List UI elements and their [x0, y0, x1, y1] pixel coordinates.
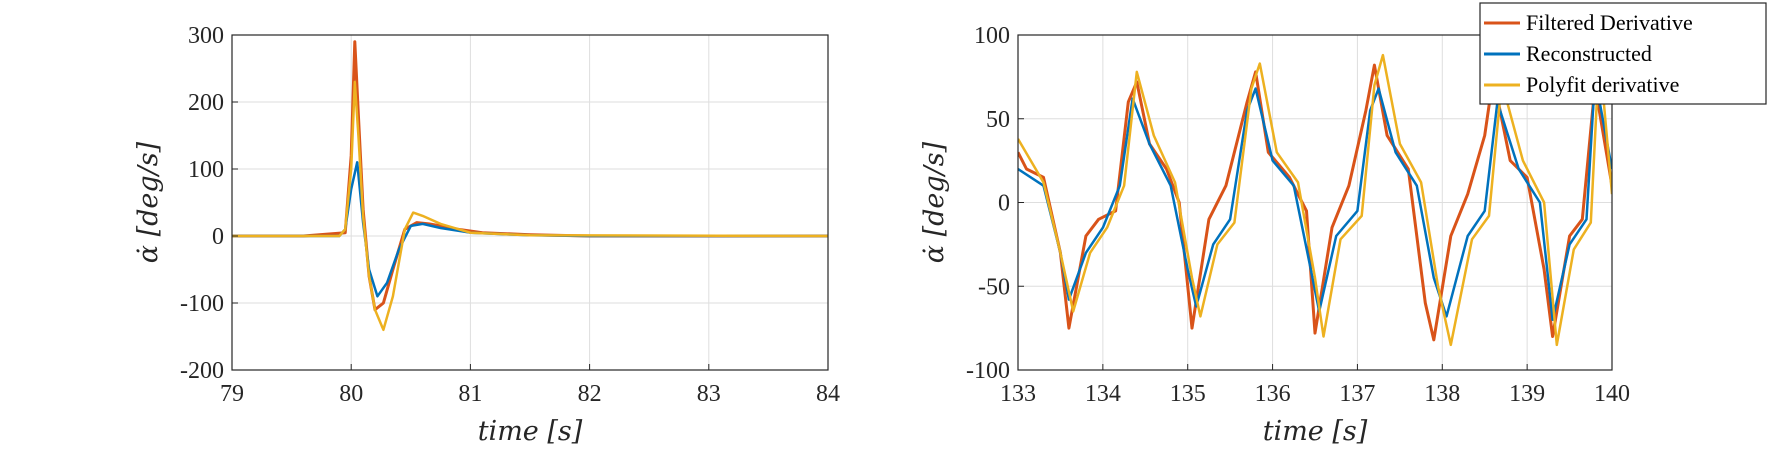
- series-line-2: [1018, 75, 1612, 322]
- series-group: [1018, 50, 1612, 347]
- x-axis-label: time [s]: [478, 416, 583, 447]
- legend-label: Polyfit derivative: [1526, 72, 1679, 97]
- y-tick-label: 0: [998, 191, 1010, 217]
- series-line-3: [232, 80, 828, 332]
- legend-box: [1479, 2, 1767, 105]
- legend-label: Filtered Derivative: [1526, 10, 1693, 35]
- x-tick-label: 83: [697, 381, 721, 407]
- x-tick-label: 80: [339, 381, 363, 407]
- x-tick-label: 134: [1085, 381, 1121, 407]
- x-tick-label: 138: [1424, 381, 1460, 407]
- x-axis-label: time [s]: [1263, 416, 1368, 447]
- legend: Filtered Derivative Reconstructed Polyfit …: [1479, 2, 1767, 105]
- y-axis-label: α̇ [deg/s]: [919, 141, 950, 263]
- y-tick-label: -200: [180, 358, 224, 384]
- legend-label: Reconstructed: [1526, 41, 1652, 66]
- axes-box: [231, 34, 829, 371]
- y-tick-label: 300: [188, 23, 224, 49]
- y-tick-label: 100: [974, 23, 1010, 49]
- x-tick-label: 139: [1509, 381, 1545, 407]
- x-tick-label: 82: [578, 381, 602, 407]
- y-tick-label: -50: [978, 274, 1010, 300]
- y-tick-label: 0: [212, 224, 224, 250]
- y-tick-label: 100: [188, 157, 224, 183]
- x-tick-label: 84: [816, 381, 840, 407]
- series-group: [232, 40, 828, 332]
- y-tick-label: 200: [188, 90, 224, 116]
- x-tick-label: 135: [1170, 381, 1206, 407]
- x-tick-label: 136: [1255, 381, 1291, 407]
- y-tick-label: 50: [986, 107, 1010, 133]
- y-tick-label: -100: [180, 291, 224, 317]
- plot-area: [232, 35, 828, 370]
- y-axis-label: α̇ [deg/s]: [133, 141, 164, 263]
- x-tick-label: 81: [458, 381, 482, 407]
- series-line-3: [1018, 50, 1612, 347]
- x-tick-label: 137: [1339, 381, 1375, 407]
- y-tick-label: -100: [966, 358, 1010, 384]
- x-tick-label: 140: [1594, 381, 1630, 407]
- x-tick-label: 133: [1000, 381, 1036, 407]
- chart-left: 79 80 81 82 83 84 -200 -100 0 100 200 300 time [s] α̇…: [133, 23, 840, 447]
- x-tick-label: 79: [220, 381, 244, 407]
